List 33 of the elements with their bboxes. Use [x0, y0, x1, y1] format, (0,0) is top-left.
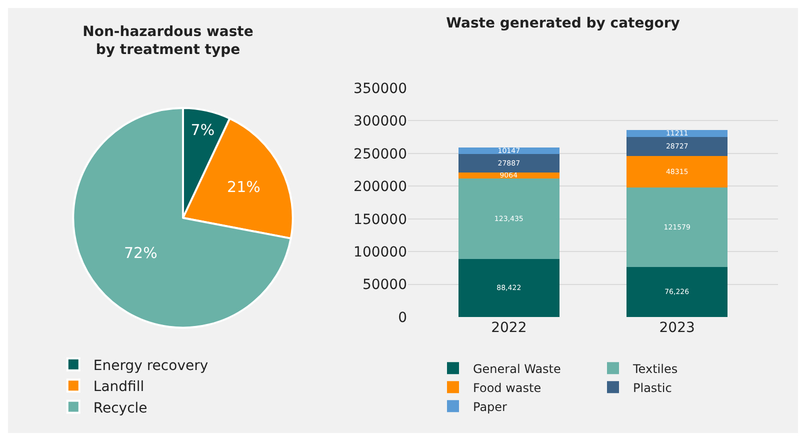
y-tick-label: 50000 — [362, 277, 407, 294]
bar — [626, 267, 728, 317]
legend-label: Recycle — [93, 400, 148, 416]
bar — [458, 148, 560, 154]
legend-label: Landfill — [93, 379, 144, 396]
legend-label: Plastic — [633, 380, 672, 395]
chart-title: Waste generated by category — [446, 16, 680, 32]
y-tick-label: 150000 — [354, 212, 407, 228]
y-tick-label: 250000 — [354, 146, 407, 162]
legend-label: General Waste — [473, 362, 561, 376]
data-label: 21% — [227, 178, 260, 196]
y-tick-label: 350000 — [354, 80, 407, 97]
bar — [626, 188, 728, 268]
data-label: 7% — [190, 120, 215, 139]
bar — [626, 156, 728, 188]
legend-label: Paper — [473, 400, 508, 414]
legend-label: Textiles — [632, 362, 678, 376]
bar — [458, 154, 560, 172]
pie-slice — [72, 107, 292, 329]
data-label: 72% — [124, 244, 158, 262]
bar — [458, 259, 560, 317]
y-tick-label: 100000 — [354, 244, 407, 260]
y-tick-label: 0 — [398, 310, 407, 326]
bar — [458, 178, 560, 260]
chart-title: Non-hazardous waste by treatment type — [82, 24, 254, 58]
y-tick-label: 200000 — [354, 179, 407, 196]
bar — [458, 172, 560, 178]
bar — [626, 137, 728, 156]
legend-label: Food waste — [473, 380, 542, 395]
x-tick-label: 2023 — [659, 320, 695, 336]
legend-label: Energy recovery — [93, 358, 208, 374]
x-tick-label: 2022 — [491, 320, 527, 336]
y-tick-label: 300000 — [354, 114, 407, 130]
